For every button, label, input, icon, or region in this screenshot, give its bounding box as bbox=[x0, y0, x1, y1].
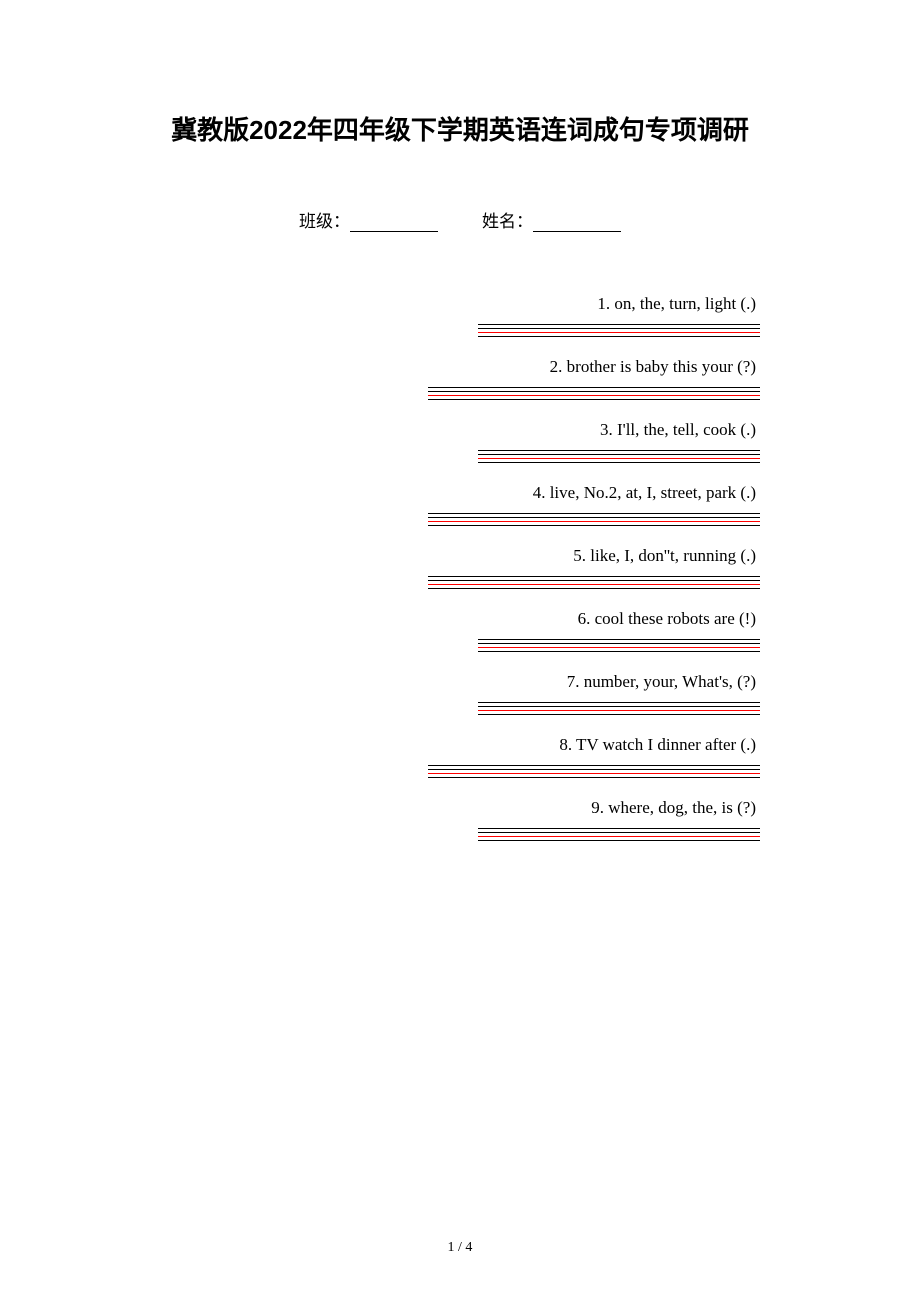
answer-line bbox=[428, 525, 760, 526]
answer-line bbox=[428, 399, 760, 400]
question-text: 5. like, I, don''t, running (.) bbox=[573, 546, 760, 566]
answer-line bbox=[478, 643, 760, 644]
answer-line bbox=[478, 328, 760, 329]
question-text: 8. TV watch I dinner after (.) bbox=[559, 735, 760, 755]
answer-line-red bbox=[478, 458, 760, 459]
question-text: 1. on, the, turn, light (.) bbox=[597, 294, 760, 314]
answer-line bbox=[428, 580, 760, 581]
answer-lines bbox=[428, 387, 760, 400]
answer-line bbox=[428, 765, 760, 766]
question-text: 7. number, your, What's, (?) bbox=[567, 672, 760, 692]
answer-lines bbox=[478, 639, 760, 652]
question-block: 6. cool these robots are (!) bbox=[478, 609, 760, 652]
answer-line-red bbox=[428, 584, 760, 585]
name-underline bbox=[533, 215, 621, 232]
answer-line-red bbox=[478, 332, 760, 333]
question-block: 5. like, I, don''t, running (.) bbox=[428, 546, 760, 589]
answer-line-red bbox=[428, 521, 760, 522]
answer-line bbox=[478, 462, 760, 463]
answer-line bbox=[428, 517, 760, 518]
page-number: 1 / 4 bbox=[0, 1240, 920, 1256]
answer-line bbox=[478, 639, 760, 640]
answer-line bbox=[428, 588, 760, 589]
answer-line bbox=[478, 651, 760, 652]
answer-line-red bbox=[478, 647, 760, 648]
answer-line bbox=[428, 576, 760, 577]
answer-line bbox=[478, 714, 760, 715]
class-underline bbox=[350, 215, 438, 232]
answer-line bbox=[478, 454, 760, 455]
answer-line bbox=[478, 702, 760, 703]
answer-line bbox=[428, 769, 760, 770]
question-block: 7. number, your, What's, (?) bbox=[478, 672, 760, 715]
answer-line-red bbox=[478, 710, 760, 711]
answer-lines bbox=[478, 324, 760, 337]
answer-line bbox=[478, 706, 760, 707]
answer-lines bbox=[428, 765, 760, 778]
answer-line bbox=[478, 828, 760, 829]
answer-lines bbox=[428, 513, 760, 526]
question-block: 8. TV watch I dinner after (.) bbox=[428, 735, 760, 778]
question-block: 2. brother is baby this your (?) bbox=[428, 357, 760, 400]
question-block: 3. I'll, the, tell, cook (.) bbox=[478, 420, 760, 463]
question-text: 6. cool these robots are (!) bbox=[578, 609, 760, 629]
answer-lines bbox=[478, 702, 760, 715]
answer-line bbox=[478, 324, 760, 325]
answer-line bbox=[428, 777, 760, 778]
answer-line-red bbox=[428, 773, 760, 774]
question-text: 9. where, dog, the, is (?) bbox=[591, 798, 760, 818]
question-block: 4. live, No.2, at, I, street, park (.) bbox=[428, 483, 760, 526]
answer-line bbox=[478, 832, 760, 833]
class-field: 班级： bbox=[299, 207, 438, 232]
header-fields: 班级： 姓名： bbox=[150, 207, 770, 232]
page-title: 冀教版2022年四年级下学期英语连词成句专项调研 bbox=[150, 110, 770, 147]
question-text: 3. I'll, the, tell, cook (.) bbox=[600, 420, 760, 440]
answer-lines bbox=[428, 576, 760, 589]
class-label: 班级： bbox=[299, 207, 350, 232]
answer-line-red bbox=[428, 395, 760, 396]
answer-line bbox=[428, 513, 760, 514]
answer-lines bbox=[478, 828, 760, 841]
answer-line-red bbox=[478, 836, 760, 837]
answer-line bbox=[478, 336, 760, 337]
answer-line bbox=[428, 391, 760, 392]
answer-line bbox=[428, 387, 760, 388]
name-label: 姓名： bbox=[482, 207, 533, 232]
question-block: 9. where, dog, the, is (?) bbox=[478, 798, 760, 841]
question-block: 1. on, the, turn, light (.) bbox=[478, 294, 760, 337]
question-text: 2. brother is baby this your (?) bbox=[550, 357, 760, 377]
questions-container: 1. on, the, turn, light (.) 2. brother is… bbox=[150, 294, 770, 861]
answer-lines bbox=[478, 450, 760, 463]
name-field: 姓名： bbox=[482, 207, 621, 232]
answer-line bbox=[478, 450, 760, 451]
question-text: 4. live, No.2, at, I, street, park (.) bbox=[533, 483, 760, 503]
answer-line bbox=[478, 840, 760, 841]
